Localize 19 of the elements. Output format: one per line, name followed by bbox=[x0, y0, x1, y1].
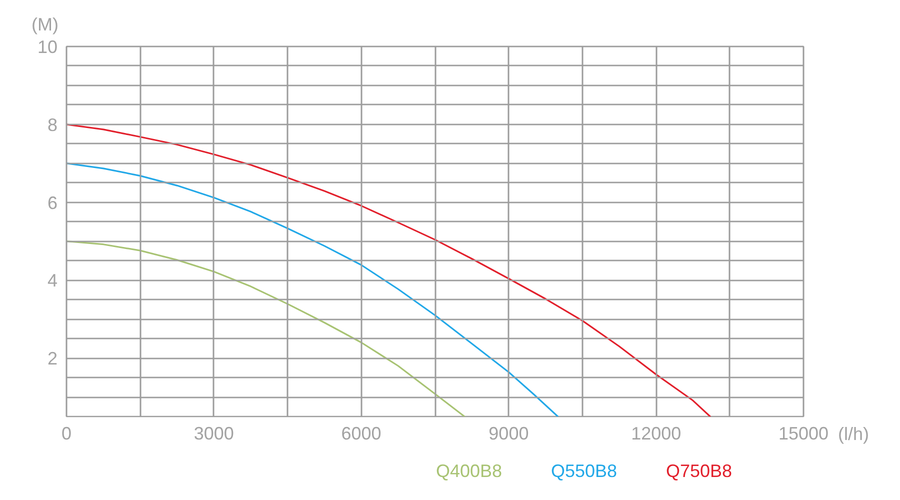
x-tick-label: 6000 bbox=[341, 424, 382, 444]
y-tick-label: 2 bbox=[47, 348, 58, 369]
text: Q550B8 bbox=[551, 461, 618, 481]
text: Q750B8 bbox=[666, 461, 732, 481]
y-tick-label: 6 bbox=[47, 192, 58, 213]
y-tick-label: 4 bbox=[47, 270, 58, 291]
x-axis-title: (l/h) bbox=[838, 424, 869, 444]
y-tick-label: 10 bbox=[37, 37, 58, 57]
line-series bbox=[66, 124, 711, 416]
x-tick-label: 9000 bbox=[488, 424, 529, 444]
line-series bbox=[66, 162, 559, 416]
x-tick-label: 3000 bbox=[194, 424, 234, 444]
x-tick-label: 12000 bbox=[631, 424, 682, 444]
x-tick-label: 0 bbox=[61, 424, 72, 444]
text: Q400B8 bbox=[436, 461, 502, 481]
y-tick-label: 8 bbox=[47, 114, 58, 135]
x-tick-label: 15000 bbox=[778, 424, 829, 444]
y-axis-title: (M) bbox=[32, 14, 58, 34]
line-series bbox=[66, 240, 466, 416]
